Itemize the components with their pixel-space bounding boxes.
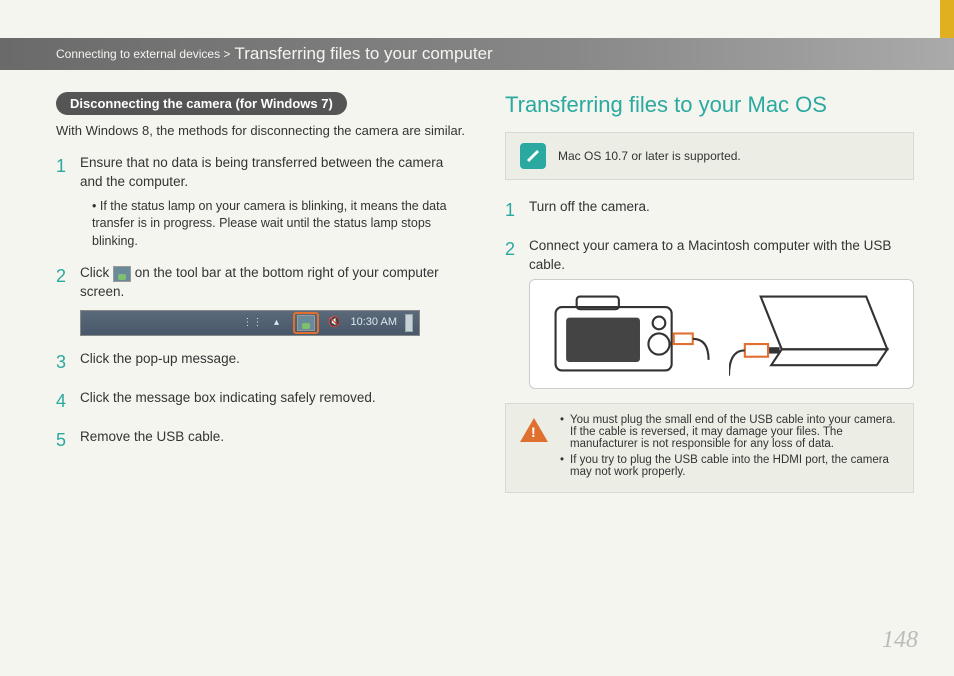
safely-remove-icon (113, 266, 131, 282)
step-number: 4 (56, 389, 70, 414)
step-2: 2 Connect your camera to a Macintosh com… (505, 237, 914, 389)
step-text: Click the message box indicating safely … (80, 389, 465, 414)
step-1: 1 Ensure that no data is being transferr… (56, 154, 465, 250)
left-column: Disconnecting the camera (for Windows 7)… (56, 92, 465, 636)
header-band: Connecting to external devices > Transfe… (0, 38, 954, 70)
page-title: Transferring files to your computer (234, 44, 492, 64)
step-1: 1 Turn off the camera. (505, 198, 914, 223)
note-icon (520, 143, 546, 169)
section-title: Transferring files to your Mac OS (505, 92, 914, 118)
connection-diagram (529, 279, 914, 389)
step-post: on the tool bar at the bottom right of y… (80, 265, 439, 299)
step-number: 1 (505, 198, 519, 223)
laptop-illustration (729, 286, 898, 381)
arrow-up-icon: ▴ (269, 315, 285, 331)
note-box: Mac OS 10.7 or later is supported. (505, 132, 914, 180)
step-5: 5 Remove the USB cable. (56, 428, 465, 453)
step-text: Remove the USB cable. (80, 428, 465, 453)
right-column: Transferring files to your Mac OS Mac OS… (505, 92, 914, 636)
step-number: 2 (56, 264, 70, 336)
step-4: 4 Click the message box indicating safel… (56, 389, 465, 414)
step-sub: If the status lamp on your camera is bli… (92, 198, 465, 251)
warning-icon (520, 418, 548, 442)
warning-item: If you try to plug the USB cable into th… (560, 454, 899, 478)
page-number: 148 (882, 627, 918, 654)
intro-text: With Windows 8, the methods for disconne… (56, 123, 465, 138)
step-number: 1 (56, 154, 70, 250)
grip-icon: ⋮⋮ (245, 315, 261, 331)
step-text: Turn off the camera. (529, 198, 914, 223)
camera-illustration (545, 286, 714, 381)
note-text: Mac OS 10.7 or later is supported. (558, 149, 741, 163)
warning-item: You must plug the small end of the USB c… (560, 414, 899, 450)
step-pre: Click (80, 265, 113, 280)
show-desktop-button (405, 314, 413, 332)
step-number: 3 (56, 350, 70, 375)
safely-remove-icon (297, 315, 315, 331)
step-2: 2 Click on the tool bar at the bottom ri… (56, 264, 465, 336)
step-number: 5 (56, 428, 70, 453)
breadcrumb: Connecting to external devices > (56, 47, 230, 61)
warning-box: You must plug the small end of the USB c… (505, 403, 914, 493)
step-text: Ensure that no data is being transferred… (80, 155, 443, 189)
step-3: 3 Click the pop-up message. (56, 350, 465, 375)
step-text: Connect your camera to a Macintosh compu… (529, 238, 891, 272)
highlighted-tray-icon (293, 312, 319, 334)
page-content: Disconnecting the camera (for Windows 7)… (56, 92, 914, 636)
clock-text: 10:30 AM (351, 315, 397, 330)
section-pill: Disconnecting the camera (for Windows 7) (56, 92, 347, 115)
step-number: 2 (505, 237, 519, 389)
mac-steps: 1 Turn off the camera. 2 Connect your ca… (505, 198, 914, 389)
windows-steps: 1 Ensure that no data is being transferr… (56, 154, 465, 454)
speaker-icon: 🔇 (327, 315, 343, 331)
taskbar-illustration: ⋮⋮ ▴ 🔇 10:30 AM (80, 310, 420, 336)
step-text: Click the pop-up message. (80, 350, 465, 375)
